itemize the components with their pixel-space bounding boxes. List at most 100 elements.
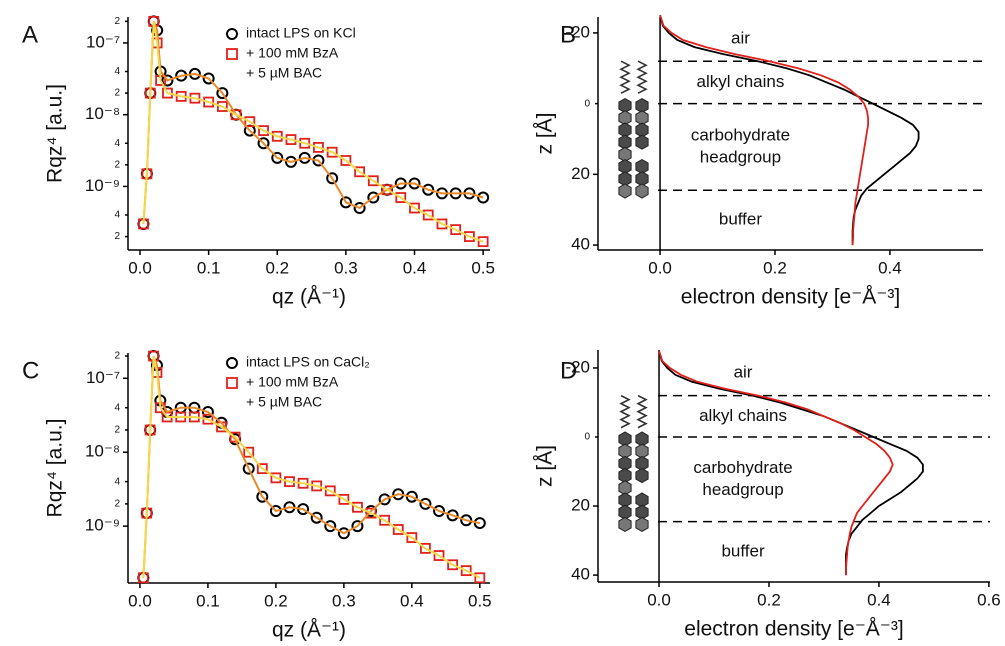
y-tick-label: 2 [114, 231, 120, 242]
legend-marker [226, 48, 238, 60]
data-point [367, 175, 379, 187]
y-tick-label: -20 [565, 357, 590, 376]
hexagon-icon [618, 183, 632, 199]
region-label: alkyl chains [697, 72, 785, 91]
data-point [216, 101, 228, 112]
legend-label: intact LPS on CaCl₂ [246, 354, 370, 370]
y-tick-label: 2 [114, 351, 120, 362]
fit-line [142, 355, 481, 579]
data-point [365, 507, 377, 519]
y-tick-label: 10⁻⁹ [85, 516, 120, 535]
data-point [422, 183, 435, 196]
x-tick-label: 0.4 [867, 590, 891, 609]
y-tick-label: 40 [571, 565, 590, 584]
y-axis-label: Rqz⁴ [a.u.] [44, 84, 67, 183]
panel: A 0.0 0.1 0.2 0.3 0.4 0.5 2 10⁻⁷ 4 2 10⁻⁸ 4 2 10⁻⁹ 4 2 qz… [22, 15, 495, 309]
region-label: buffer [721, 541, 765, 560]
data-point [406, 532, 418, 543]
x-tick-label: 0.0 [648, 258, 672, 277]
x-tick-label: 0.5 [468, 591, 492, 610]
data-point [433, 550, 445, 561]
x-axis-label: electron density [e⁻Å⁻³] [681, 286, 900, 309]
data-point [162, 87, 173, 99]
data-point [436, 218, 448, 230]
x-tick-label: 0.0 [128, 258, 152, 277]
hexagon-icon [635, 468, 649, 484]
legend-label: intact LPS on KCl [246, 25, 356, 41]
data-point [324, 485, 336, 497]
data-point [256, 463, 268, 475]
data-point [271, 130, 283, 142]
chain-icon [636, 60, 648, 94]
y-tick-label: 2 [114, 425, 120, 436]
x-tick-label: 0.0 [128, 591, 152, 610]
y-tick-label: 10⁻⁸ [85, 442, 120, 461]
y-tick-label: 10⁻⁸ [85, 104, 120, 123]
data-point [299, 137, 311, 149]
hexagon-icon [635, 516, 649, 532]
chain-icon [619, 60, 631, 94]
data-point [257, 137, 270, 150]
data-point [446, 509, 459, 522]
y-tick-label: 4 [114, 402, 120, 413]
data-point [395, 192, 407, 203]
density-profile [658, 350, 894, 576]
x-tick-label: 0.4 [400, 591, 424, 610]
panel: B 0.0 0.2 0.4 -20 0 20 40 electron density [e⁻Å⁻… [534, 14, 983, 309]
data-point [161, 74, 174, 87]
data-point [203, 96, 215, 108]
legend-note: + 5 µM BAC [246, 394, 322, 410]
y-axis-label: z [Å] [534, 445, 557, 487]
data-point [256, 490, 269, 503]
y-tick-label: 4 [114, 210, 120, 221]
hexagon-icon [635, 183, 649, 199]
panel: C 0.0 0.1 0.2 0.3 0.4 0.5 2 10⁻⁷ 4 2 10⁻⁸ 4 2 10⁻⁹ qz (… [22, 350, 492, 642]
data-point [460, 565, 472, 577]
data-point [422, 209, 434, 221]
data-point [243, 446, 255, 458]
y-axis-label: Rqz⁴ [a.u.] [44, 419, 67, 518]
density-profile [659, 14, 920, 246]
data-point [378, 493, 391, 506]
data-point [201, 406, 214, 419]
data-point [392, 524, 404, 535]
fit-line [142, 21, 484, 243]
data-point [244, 116, 256, 128]
density-profile [659, 14, 869, 246]
x-tick-label: 0.1 [196, 591, 220, 610]
data-point [409, 202, 420, 214]
data-point [464, 231, 475, 242]
legend-label: + 100 mM BzA [246, 374, 339, 390]
data-point [339, 196, 352, 209]
data-point [352, 501, 363, 513]
data-point [326, 172, 339, 185]
y-tick-label: -20 [565, 22, 590, 41]
legend-note: + 5 µM BAC [246, 65, 322, 81]
y-tick-label: 0 [584, 432, 590, 443]
y-tick-label: 20 [571, 164, 590, 183]
data-point [338, 493, 350, 505]
data-point [353, 202, 366, 215]
panel-label: B [560, 21, 576, 48]
chain-icon [619, 394, 631, 429]
data-point [433, 505, 446, 518]
legend-marker [226, 377, 238, 389]
data-point [340, 155, 352, 166]
y-tick-label: 2 [114, 159, 120, 170]
region-label: headgroup [700, 147, 781, 166]
region-label: carbohydrate [691, 125, 790, 144]
x-axis-label: qz (Å⁻¹) [272, 286, 346, 309]
x-tick-label: 0.6 [977, 590, 1001, 609]
x-axis-label: electron density [e⁻Å⁻³] [684, 618, 903, 641]
panel-label: D [560, 357, 577, 384]
y-tick-label: 10⁻⁷ [86, 32, 120, 51]
data-point [284, 155, 297, 168]
legend-label: + 100 mM BzA [246, 45, 339, 61]
data-point [337, 527, 350, 540]
y-tick-label: 20 [571, 496, 590, 515]
x-tick-label: 0.4 [403, 258, 427, 277]
y-tick-label: 40 [571, 235, 590, 254]
region-label: air [731, 29, 750, 48]
chain-icon [636, 394, 648, 429]
region-label: alkyl chains [699, 406, 787, 425]
